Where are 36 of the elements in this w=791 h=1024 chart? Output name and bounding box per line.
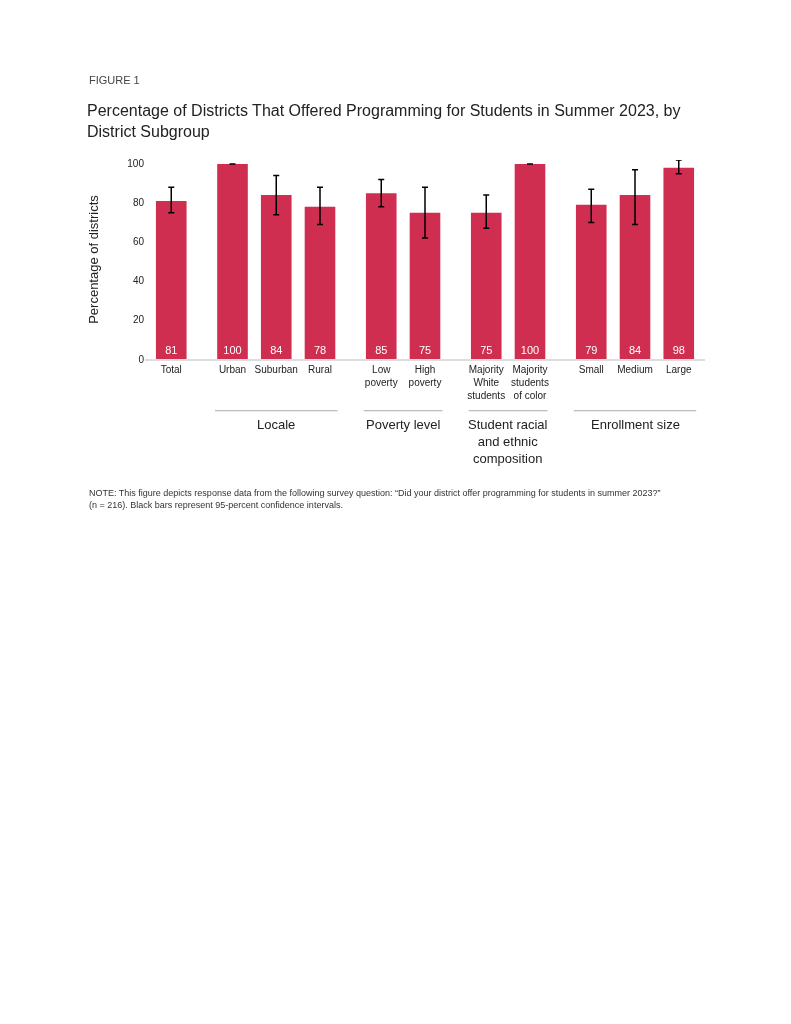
y-tick-label: 20: [132, 314, 145, 326]
y-axis-title: Percentage of districts: [86, 194, 102, 324]
y-tick-label: 80: [132, 197, 145, 209]
text: Poverty level: [366, 417, 441, 432]
x-tick-label: Total: [160, 364, 182, 375]
y-tick-label: 0: [138, 353, 145, 365]
x-tick-label: Low poverty: [364, 364, 398, 388]
text: NOTE: This figure depicts response data from the following survey question: “Did your district offer programming for students in summer 2023?” (n = 216). Black bars represent 95-percent confidence intervals.: [89, 488, 661, 510]
data-label: 75: [480, 344, 493, 356]
y-tick-label: 40: [132, 275, 145, 287]
text: Locale: [257, 417, 296, 432]
data-label: 100: [520, 344, 540, 356]
data-label: 100: [223, 344, 242, 356]
x-tick-label: Urban: [218, 364, 247, 375]
data-label: 98: [672, 344, 685, 356]
x-tick-label: Small: [578, 364, 604, 375]
data-label: 79: [585, 344, 598, 356]
data-label: 85: [375, 344, 388, 356]
text: Enrollment size: [591, 417, 680, 432]
x-tick-label: Majority White students: [467, 364, 506, 401]
text: Student racial and ethnic composition: [468, 417, 548, 466]
data-label: 84: [628, 344, 642, 356]
data-label: 75: [418, 344, 432, 356]
y-tick-label: 60: [132, 236, 145, 248]
data-label: 81: [165, 344, 178, 356]
x-tick-label: High poverty: [408, 364, 442, 388]
data-label: 84: [270, 344, 283, 356]
caption: FIGURE 1: [89, 74, 140, 86]
x-tick-label: Majority students of color: [511, 364, 549, 401]
x-tick-label: Large: [665, 364, 692, 375]
x-tick-label: Medium: [617, 364, 653, 375]
chart-title: Percentage of Districts That Offered Programming for Students in Summer 2023, by District Subgroup: [87, 102, 681, 140]
x-tick-label: Rural: [308, 364, 332, 375]
x-tick-label: Suburban: [254, 364, 298, 375]
y-tick-label: 100: [127, 158, 145, 170]
data-label: 78: [313, 344, 327, 356]
